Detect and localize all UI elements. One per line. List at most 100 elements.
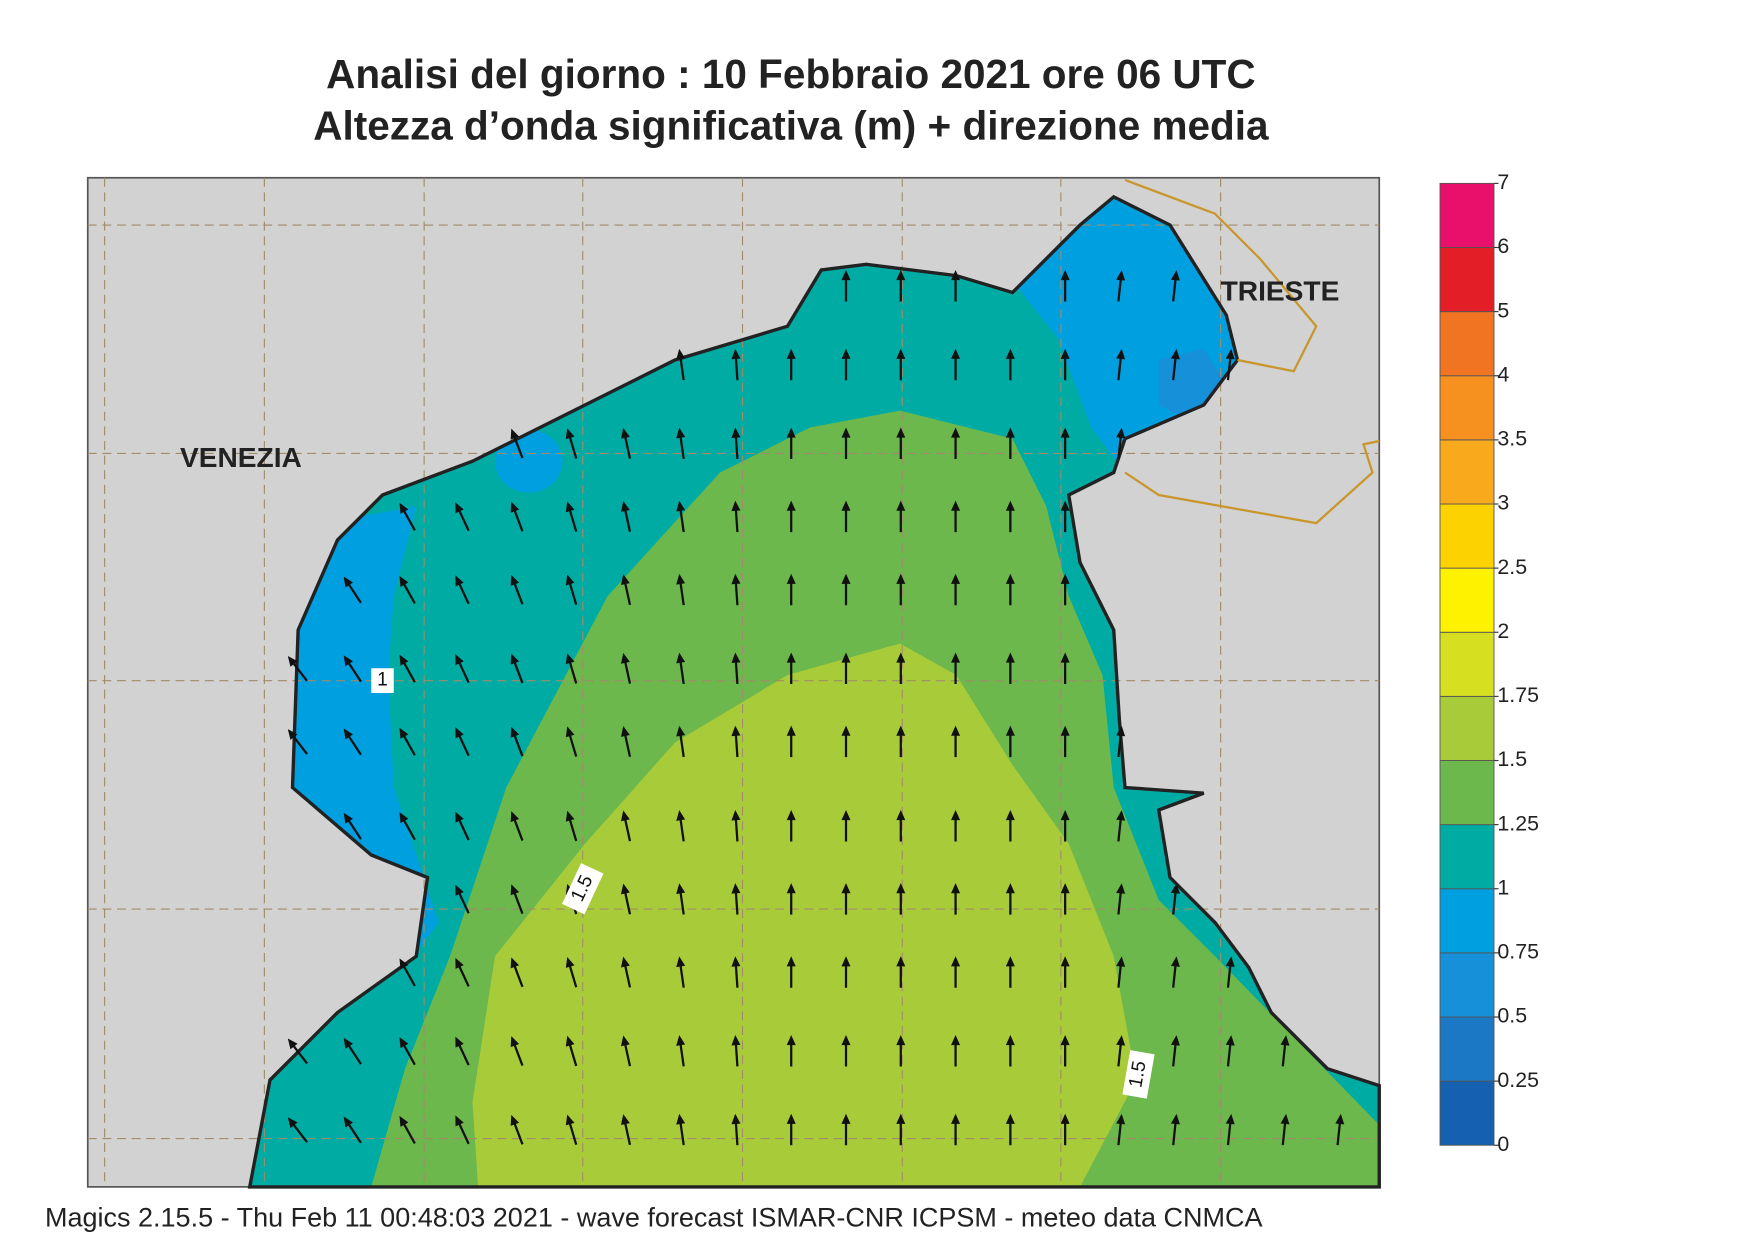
wave-arrow bbox=[1005, 427, 1015, 459]
arrow-head bbox=[1005, 883, 1015, 894]
wave-arrow bbox=[786, 500, 796, 533]
arrow-head bbox=[510, 811, 520, 823]
arrow-head bbox=[1225, 1035, 1235, 1046]
arrow-head bbox=[510, 428, 520, 440]
wave-arrow bbox=[399, 958, 416, 987]
arrow-head bbox=[399, 502, 409, 514]
arrow-head bbox=[951, 573, 961, 584]
arrow-head bbox=[676, 956, 686, 968]
contour-labels: 1 1.5 1.5 bbox=[371, 668, 1155, 1099]
arrow-head bbox=[896, 270, 906, 281]
wave-arrow bbox=[786, 810, 796, 842]
arrow-head bbox=[1225, 956, 1235, 967]
arrow-head bbox=[731, 427, 741, 438]
arrow-head bbox=[1170, 883, 1180, 894]
arrow-head bbox=[676, 883, 686, 894]
colorbar-tick-label: 5 bbox=[1497, 298, 1509, 322]
arrow-head bbox=[951, 1035, 961, 1046]
arrow-head bbox=[565, 574, 575, 586]
wave-arrow bbox=[896, 1113, 906, 1146]
arrow-head bbox=[841, 652, 851, 663]
wave-arrow bbox=[1005, 652, 1015, 684]
wave-arrow bbox=[1170, 883, 1180, 915]
arrow-head bbox=[841, 573, 851, 584]
wave-arrow bbox=[1335, 1113, 1345, 1146]
wave-arrow bbox=[510, 1114, 524, 1145]
wave-arrow bbox=[565, 1035, 578, 1067]
wave-arrow bbox=[343, 1037, 362, 1065]
arrow-head bbox=[676, 348, 686, 360]
arrow-head bbox=[1005, 956, 1015, 967]
arrow-head bbox=[343, 728, 353, 740]
border bbox=[1124, 178, 1380, 525]
wave-arrow bbox=[343, 1116, 362, 1144]
wave-arrow bbox=[1005, 883, 1015, 915]
wave-arrow bbox=[786, 725, 796, 758]
wave-arrow bbox=[455, 654, 470, 684]
colorbar-tick-label: 0.25 bbox=[1497, 1068, 1539, 1092]
wave-arrow bbox=[1060, 270, 1070, 302]
wave-arrow bbox=[399, 1037, 416, 1066]
wave-arrow bbox=[841, 652, 851, 684]
arrow-head bbox=[455, 654, 464, 666]
wave-arrow bbox=[1170, 348, 1180, 381]
wave-arrow bbox=[510, 884, 524, 915]
wave-arrow bbox=[455, 502, 470, 532]
arrow-head bbox=[1116, 427, 1126, 439]
arrow-head bbox=[676, 1113, 686, 1125]
arrow-head bbox=[841, 270, 851, 281]
wave-arrow bbox=[896, 500, 906, 533]
arrow-head bbox=[399, 727, 409, 739]
wave-arrow bbox=[731, 725, 741, 758]
arrow-head bbox=[621, 956, 630, 968]
wave-arrow bbox=[841, 500, 851, 533]
wave-arrow bbox=[399, 1115, 416, 1144]
arrow-head bbox=[287, 729, 298, 740]
colorbar-band bbox=[1439, 375, 1495, 441]
arrow-head bbox=[786, 573, 796, 584]
wave-arrow bbox=[1170, 1113, 1180, 1146]
wave-arrow bbox=[676, 883, 686, 915]
wave-arrow bbox=[786, 1113, 796, 1146]
wave-arrow bbox=[896, 427, 906, 459]
colorbar-tick-label: 1.75 bbox=[1497, 683, 1539, 707]
arrow-head bbox=[1005, 810, 1015, 821]
wave-arrow bbox=[510, 653, 524, 684]
arrow-head bbox=[786, 1035, 796, 1046]
wave-arrow bbox=[565, 574, 578, 605]
wave-arrow bbox=[1116, 1035, 1126, 1067]
arrow-head bbox=[786, 956, 796, 967]
arrow-head bbox=[786, 427, 796, 438]
arrow-head bbox=[1170, 348, 1180, 360]
arrow-head bbox=[896, 956, 906, 967]
arrow-head bbox=[951, 500, 961, 511]
arrow-head bbox=[565, 501, 575, 513]
wave-arrow bbox=[565, 653, 578, 684]
arrow-head bbox=[455, 957, 464, 969]
wave-arrow bbox=[1170, 270, 1180, 302]
arrow-head bbox=[455, 575, 464, 587]
wave-arrow bbox=[896, 270, 906, 302]
arrow-head bbox=[896, 810, 906, 821]
arrow-head bbox=[565, 956, 575, 968]
arrow-head bbox=[896, 500, 906, 511]
arrow-head bbox=[1116, 270, 1126, 281]
wave-arrow bbox=[399, 575, 416, 604]
wave-arrow bbox=[841, 573, 851, 606]
arrow-head bbox=[951, 956, 961, 967]
arrow-head bbox=[1060, 1113, 1070, 1124]
arrow-head bbox=[731, 883, 741, 894]
wave-arrow bbox=[510, 811, 524, 841]
arrow-head bbox=[565, 726, 575, 738]
wave-arrow bbox=[786, 956, 796, 988]
colorbar-tick-label: 7 bbox=[1497, 170, 1509, 194]
wave-arrow bbox=[896, 883, 906, 915]
wave-arrow bbox=[896, 573, 906, 606]
arrow-head bbox=[1005, 427, 1015, 438]
wave-arrow bbox=[1280, 1113, 1290, 1146]
colorbar-band bbox=[1439, 247, 1495, 313]
arrow-head bbox=[510, 501, 520, 513]
wave-arrow bbox=[455, 575, 470, 605]
arrow-head bbox=[1060, 956, 1070, 967]
place-label: TRIESTE bbox=[1221, 275, 1340, 306]
